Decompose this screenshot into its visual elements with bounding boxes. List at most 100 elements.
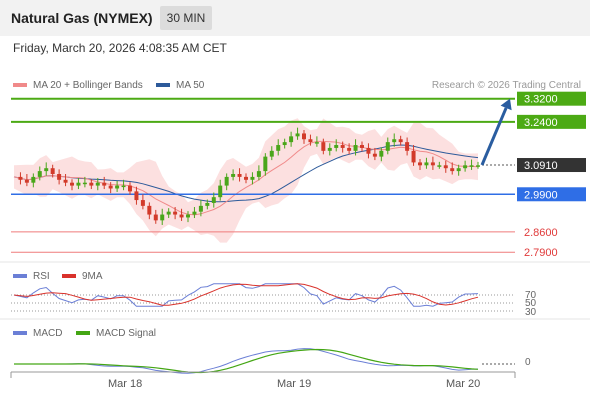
candle-body [372, 153, 377, 157]
candle-body [269, 150, 274, 157]
candle-body [50, 168, 55, 174]
macd-zero-label: 0 [525, 357, 531, 368]
price-label-3-32-text: 3.3200 [524, 94, 558, 106]
price-label-3-24-bg [517, 114, 586, 129]
price-label-2-99-bg [517, 187, 586, 202]
candle-body [450, 168, 455, 172]
candle-body [327, 147, 332, 151]
candle-body [469, 165, 474, 167]
candle-body [437, 165, 442, 167]
candle-body [347, 147, 352, 151]
price-label-2-86: 2.8600 [524, 227, 558, 239]
candle-body [237, 174, 242, 177]
candle-body [205, 202, 210, 206]
candle-body [398, 139, 403, 143]
x-tick-mar19: Mar 19 [277, 378, 311, 390]
candle-body [250, 176, 255, 180]
ma20-swatch [13, 83, 27, 88]
price-label-2-99-text: 2.9900 [524, 189, 558, 201]
rsi-label-50: 50 [525, 298, 537, 309]
candle-body [147, 205, 152, 215]
candle-body [334, 145, 339, 148]
candle-body [173, 211, 178, 215]
candle-body [57, 174, 62, 180]
candle-body [192, 211, 197, 215]
candle-body [128, 185, 132, 192]
candle-body [385, 142, 390, 151]
candle-body [424, 162, 429, 166]
macd-signal-line [14, 348, 479, 374]
candle-body [44, 168, 49, 172]
candle-body [340, 145, 345, 148]
ma20-legend: MA 20 + Bollinger Bands [13, 80, 143, 91]
candle-body [263, 156, 268, 172]
candle-body [256, 171, 261, 177]
candle-body [379, 150, 384, 157]
candle-body [411, 150, 416, 163]
ma50-legend-label: MA 50 [176, 80, 205, 91]
datetime-label: Friday, March 20, 2026 4:08:35 AM CET [13, 41, 227, 55]
macd-legend: MACD [13, 328, 62, 339]
candle-body [456, 168, 461, 172]
rsi-label-30: 30 [525, 307, 537, 318]
candle-body [121, 185, 126, 188]
candle-body [31, 176, 36, 183]
rsi-ma-swatch [62, 274, 76, 279]
candle-body [95, 182, 100, 186]
candle-body [224, 176, 229, 186]
price-label-2-79: 2.7900 [524, 247, 558, 259]
candle-body [231, 174, 236, 177]
rsi-ma-legend-label: 9MA [82, 271, 103, 282]
candle-body [166, 211, 171, 215]
rsi-ma-line [13, 283, 479, 306]
price-label-3-32: 3.3200 [517, 91, 586, 106]
candle-body [360, 145, 364, 148]
candle-body [211, 197, 216, 203]
rsi-legend-label: RSI [33, 271, 50, 282]
candle-body [37, 171, 42, 177]
rsi-ma-legend: 9MA [62, 271, 103, 282]
candlestick-series [18, 127, 480, 225]
candle-body [134, 191, 139, 201]
candle-body [186, 214, 190, 218]
candle-body [430, 162, 435, 166]
candle-body [366, 147, 371, 154]
candle-body [302, 133, 306, 140]
candle-body [314, 142, 319, 144]
macd-signal-legend-label: MACD Signal [96, 328, 157, 339]
price-label-current: 3.0910 [517, 158, 586, 173]
macd-signal-legend: MACD Signal [76, 328, 156, 339]
macd-swatch [13, 331, 27, 336]
projection-arrow-head [500, 98, 512, 111]
candle-body [102, 182, 107, 186]
candle-body [108, 185, 113, 189]
candle-body [218, 185, 223, 198]
candle-body [153, 214, 158, 221]
x-tick-mar18: Mar 18 [108, 378, 142, 390]
price-label-3-24-text: 3.2400 [524, 117, 558, 129]
candle-body [115, 185, 120, 189]
candle-body [353, 145, 358, 151]
price-label-current-text: 3.0910 [524, 160, 558, 172]
macd-legend-label: MACD [33, 328, 63, 339]
candle-body [282, 142, 287, 146]
candle-body [321, 142, 326, 151]
price-label-current-bg [517, 158, 586, 173]
price-label-2-99: 2.9900 [517, 187, 586, 202]
candle-body [289, 136, 294, 143]
instrument-title: Natural Gas (NYMEX) [11, 10, 153, 26]
candle-body [295, 133, 300, 137]
ma20-legend-label: MA 20 + Bollinger Bands [33, 80, 143, 91]
timeframe-badge[interactable]: 30 MIN [160, 6, 212, 30]
candle-body [82, 182, 87, 185]
candle-body [140, 200, 145, 206]
price-label-3-32-bg [517, 91, 586, 106]
x-tick-mar20: Mar 20 [446, 378, 480, 390]
candle-body [63, 179, 68, 183]
candle-body [405, 142, 410, 151]
candle-body [198, 205, 203, 212]
candle-body [476, 165, 480, 167]
macd-signal-swatch [76, 331, 90, 336]
candle-body [418, 162, 422, 166]
